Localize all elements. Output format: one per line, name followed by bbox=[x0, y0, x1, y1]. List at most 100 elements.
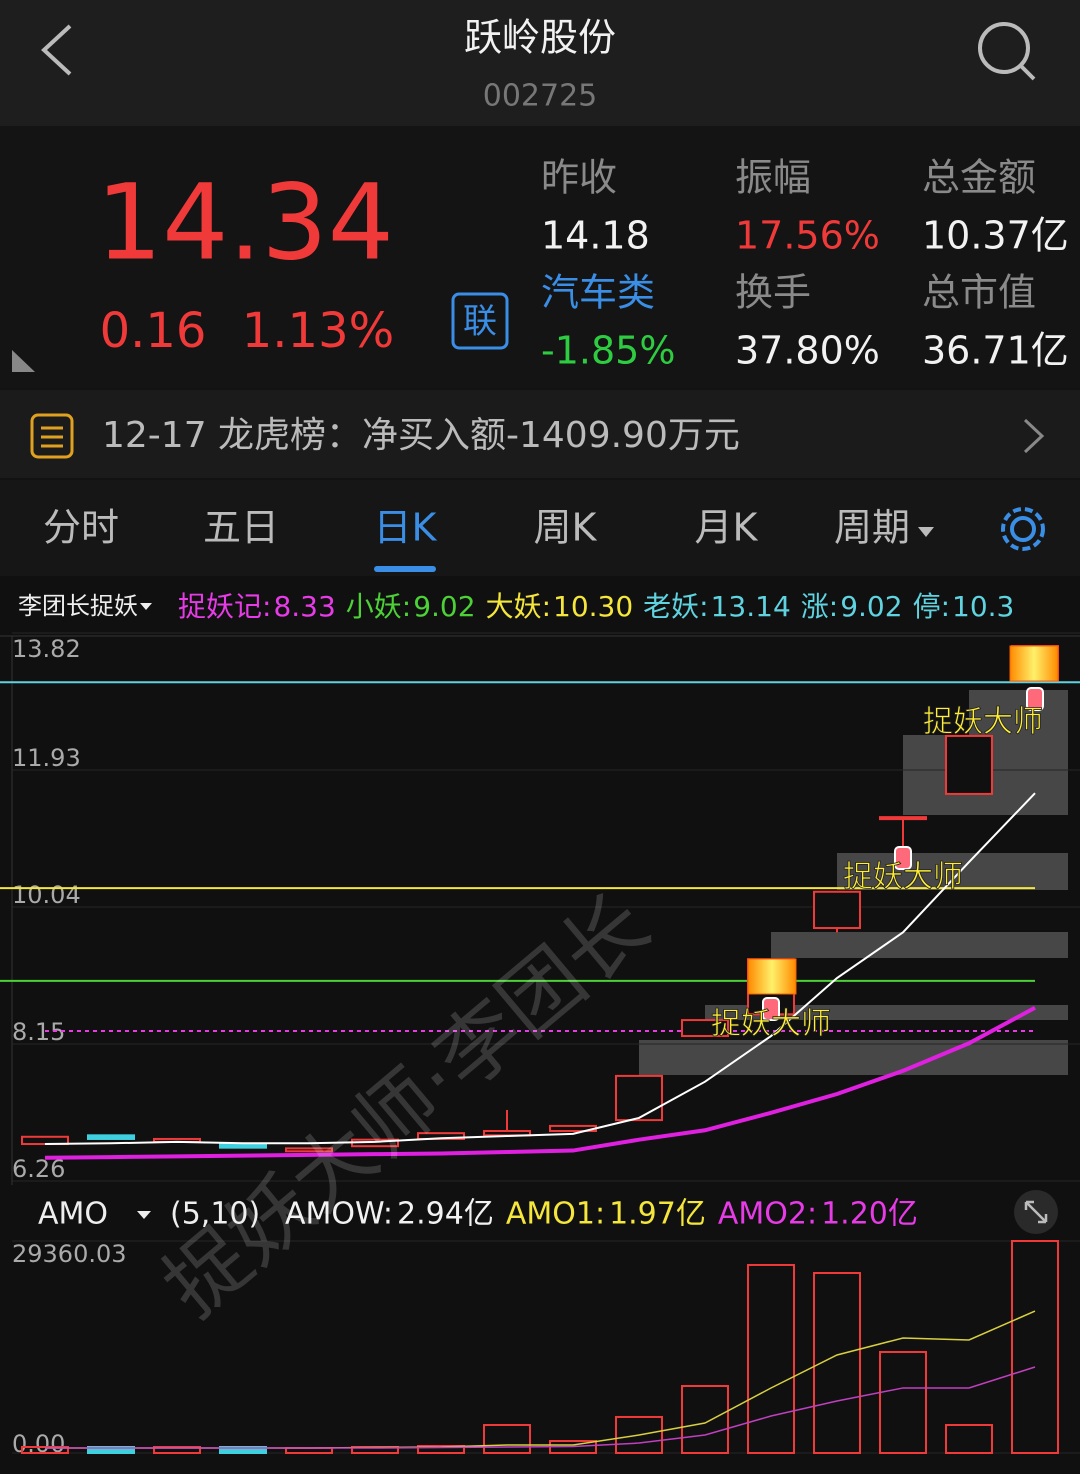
volume-bar bbox=[153, 1446, 201, 1455]
volume-bar bbox=[879, 1350, 927, 1455]
stat-label: 总金额 bbox=[922, 156, 1036, 200]
limit-up-marker bbox=[747, 958, 797, 995]
stat-value: -1.85% bbox=[541, 329, 675, 373]
tab[interactable]: 周K bbox=[534, 506, 598, 550]
indicator-value: 8.33 bbox=[273, 590, 335, 623]
stat-value: 36.71亿 bbox=[922, 329, 1069, 373]
signal-marker bbox=[1026, 687, 1044, 711]
stat-value: 17.56% bbox=[735, 214, 880, 258]
stat-label: 汽车类 bbox=[541, 271, 655, 315]
header-bg bbox=[0, 0, 1080, 126]
stock-name: 跃岭股份 bbox=[464, 16, 616, 60]
stat-label: 换手 bbox=[735, 271, 811, 315]
candle-body bbox=[813, 890, 861, 930]
volume-indicator-value: 2.94亿 bbox=[397, 1197, 494, 1232]
stat-label: 总市值 bbox=[922, 271, 1036, 315]
candle-body bbox=[285, 1147, 333, 1153]
zone bbox=[705, 1005, 1068, 1020]
price: 14.34 bbox=[96, 161, 394, 283]
notice-date[interactable]: 12-17 bbox=[102, 415, 207, 456]
volume-params: (5,10) bbox=[170, 1197, 260, 1232]
candle-body bbox=[87, 1134, 135, 1140]
indicator-label: 停: bbox=[913, 590, 950, 623]
volume-bar bbox=[87, 1446, 135, 1455]
tab[interactable]: 日K bbox=[374, 506, 438, 550]
tab[interactable]: 分时 bbox=[43, 506, 119, 550]
indicator-value: 13.14 bbox=[711, 590, 791, 623]
volume-bar bbox=[219, 1446, 267, 1455]
tab[interactable]: 月K bbox=[695, 506, 759, 550]
volume-bar bbox=[21, 1446, 69, 1455]
settings-button[interactable] bbox=[1001, 507, 1045, 551]
expand-button[interactable] bbox=[1014, 1190, 1058, 1234]
volume-bar bbox=[945, 1423, 993, 1454]
volume-indicator-label: AMO2: bbox=[718, 1197, 817, 1232]
signal-marker bbox=[762, 997, 780, 1021]
y-tick-label: 10.04 bbox=[12, 881, 81, 909]
candle-body bbox=[945, 734, 993, 795]
volume-bar bbox=[483, 1423, 531, 1454]
limit-up-marker bbox=[1009, 645, 1059, 682]
candle-body bbox=[219, 1143, 267, 1149]
volume-bar bbox=[417, 1444, 465, 1455]
indicator-dropdown[interactable] bbox=[140, 603, 152, 610]
quote-bg bbox=[0, 126, 1080, 388]
chart-bg bbox=[0, 576, 1080, 1474]
volume-indicator-name[interactable]: AMO bbox=[38, 1197, 108, 1232]
search-button[interactable] bbox=[978, 22, 1036, 81]
candle-body bbox=[879, 816, 927, 821]
notice-arrow[interactable] bbox=[1023, 418, 1045, 454]
tab[interactable]: 五日 bbox=[203, 506, 279, 550]
y-tick-label: 11.93 bbox=[12, 744, 81, 772]
notice-text[interactable]: 龙虎榜：净买入额-1409.90万元 bbox=[218, 415, 740, 456]
badge[interactable]: 联 bbox=[463, 302, 497, 342]
stat-value: 14.18 bbox=[541, 214, 650, 258]
volume-bar bbox=[1011, 1240, 1059, 1454]
indicator-value: 10.30 bbox=[553, 590, 633, 623]
back-button[interactable] bbox=[41, 24, 72, 76]
corner-mark bbox=[12, 350, 35, 372]
volume-bar bbox=[813, 1271, 861, 1454]
notice-icon bbox=[30, 413, 74, 459]
y-tick-label: 29360.03 bbox=[12, 1240, 127, 1268]
amo-line bbox=[45, 1366, 1036, 1449]
volume-bar bbox=[681, 1384, 729, 1455]
candle-body bbox=[681, 1019, 729, 1038]
annotation: 捉妖大师 bbox=[923, 705, 1043, 740]
volume-indicator-value: 1.20亿 bbox=[821, 1197, 918, 1232]
indicator-label: 捉妖记: bbox=[178, 590, 271, 623]
annotation: 捉妖大师 bbox=[711, 1007, 831, 1042]
period-dropdown[interactable] bbox=[918, 527, 934, 537]
stat-value: 10.37亿 bbox=[922, 214, 1069, 258]
candle-body bbox=[615, 1074, 663, 1122]
zone bbox=[969, 690, 1068, 735]
y-tick-label: 13.82 bbox=[12, 635, 81, 663]
y-tick-label: 8.15 bbox=[12, 1018, 65, 1046]
ma-line bbox=[44, 792, 1036, 1146]
indicator-label: 小妖: bbox=[346, 590, 411, 623]
volume-bar bbox=[615, 1415, 663, 1455]
stat-value: 37.80% bbox=[735, 329, 880, 373]
ma-line bbox=[44, 1005, 1036, 1160]
notice-bg[interactable] bbox=[0, 390, 1080, 478]
badge-box[interactable] bbox=[451, 292, 509, 350]
indicator-name[interactable]: 李团长捉妖 bbox=[18, 592, 138, 620]
signal-marker bbox=[894, 846, 912, 870]
indicator-value: 9.02 bbox=[413, 590, 475, 623]
volume-bar bbox=[747, 1263, 795, 1454]
indicator-value: 9.02 bbox=[840, 590, 902, 623]
volume-dropdown[interactable] bbox=[137, 1211, 151, 1219]
indicator-label: 老妖: bbox=[643, 590, 708, 623]
annotation: 捉妖大师 bbox=[843, 860, 963, 895]
volume-indicator-label: AMO1: bbox=[506, 1197, 605, 1232]
zone bbox=[771, 932, 1068, 958]
indicator-label: 大妖: bbox=[486, 590, 551, 623]
stock-code: 002725 bbox=[483, 79, 598, 114]
zones bbox=[639, 690, 1068, 1075]
stat-label: 振幅 bbox=[735, 156, 811, 200]
zone bbox=[639, 1040, 1068, 1075]
indicator-label: 涨: bbox=[801, 590, 838, 623]
tab[interactable]: 周期 bbox=[834, 506, 910, 550]
indicator-value: 10.3 bbox=[952, 590, 1014, 623]
